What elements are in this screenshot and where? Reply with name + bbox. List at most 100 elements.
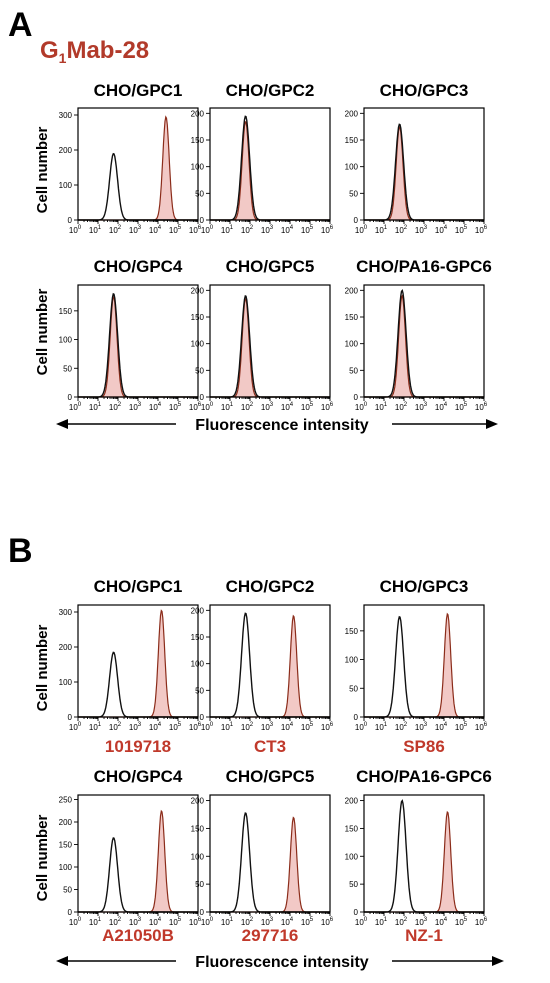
plot-title: CHO/GPC5 [226,257,315,276]
control-histogram [364,615,484,718]
x-tick-label: 100 [355,225,368,235]
x-tick-label: 103 [129,402,142,412]
y-tick-label: 200 [191,109,205,118]
sample-histogram [210,297,330,398]
y-tick-label: 50 [195,686,204,695]
y-tick-label: 50 [349,366,358,375]
plot-title: CHO/GPC5 [226,767,315,786]
x-tick-label: 102 [109,722,122,732]
histogram-a-6: CHO/PA16-GPC6 0 50 100 150 200 100 101 102 103 104… [345,257,492,412]
panel-a-antibody-title: G1Mab-28 [40,37,149,66]
histogram-b-5: CHO/GPC5 297716 0 50 100 150 200 100 101 102 103 10… [191,767,334,945]
x-tick-label: 102 [241,402,254,412]
y-tick-label: 150 [345,824,359,833]
antibody-suffix: Mab-28 [66,37,149,64]
y-tick-label: 50 [63,364,72,373]
y-tick-label: 150 [59,307,73,316]
x-tick-label: 106 [321,225,334,235]
y-tick-label: 100 [345,852,359,861]
x-tick-label: 100 [69,402,82,412]
y-tick-label: 0 [200,713,205,722]
y-tick-label: 150 [191,313,205,322]
x-tick-label: 103 [415,722,428,732]
y-tick-label: 100 [345,340,359,349]
sample-histogram [210,120,330,221]
x-tick-label: 105 [455,917,468,927]
y-tick-label: 50 [349,880,358,889]
x-tick-label: 104 [435,722,448,732]
plot-frame [77,284,199,398]
panel-b-row2-ylabel: Cell number [34,814,51,901]
plot-frame [209,604,331,718]
x-tick-label: 106 [321,917,334,927]
x-tick-label: 101 [89,722,102,732]
y-tick-label: 50 [349,189,358,198]
plot-frame [77,107,199,221]
control-histogram [210,812,330,913]
y-tick-label: 50 [195,189,204,198]
x-tick-label: 104 [281,402,294,412]
plot-title: CHO/GPC3 [380,577,469,596]
antibody-label: A21050B [102,926,174,945]
control-histogram [364,799,484,913]
x-tick-label: 106 [189,225,202,235]
histogram-b-4: CHO/GPC4 A21050B 0 50 100 150 200 250 100 101 102 1… [59,767,202,945]
x-tick-label: 102 [395,402,408,412]
x-tick-label: 100 [355,722,368,732]
plot-title: CHO/GPC1 [94,81,183,100]
y-tick-label: 200 [59,643,73,652]
sample-histogram [78,609,198,718]
y-tick-label: 100 [345,163,359,172]
x-tick-label: 106 [475,722,488,732]
plot-frame [363,284,485,398]
y-tick-label: 200 [191,797,205,806]
x-tick-label: 104 [149,722,162,732]
x-tick-label: 104 [281,225,294,235]
control-histogram [364,123,484,221]
y-tick-label: 100 [59,181,73,190]
panel-a-x-axis-label: Fluorescence intensity [195,417,368,434]
control-histogram [210,295,330,398]
plot-title: CHO/GPC4 [94,767,183,786]
y-tick-label: 0 [354,713,359,722]
y-tick-label: 0 [354,393,359,402]
antibody-label: SP86 [403,737,445,756]
y-tick-label: 200 [59,146,73,155]
y-tick-label: 100 [191,340,205,349]
left-arrow-head [56,956,68,966]
x-tick-label: 101 [221,722,234,732]
x-tick-label: 105 [301,402,314,412]
y-tick-label: 150 [191,824,205,833]
plot-frame [363,107,485,221]
plot-title: CHO/GPC2 [226,577,315,596]
x-tick-label: 102 [109,917,122,927]
x-tick-label: 103 [415,917,428,927]
x-tick-label: 104 [149,225,162,235]
plot-title: CHO/PA16-GPC6 [356,767,492,786]
y-tick-label: 0 [68,393,73,402]
y-tick-label: 100 [59,863,73,872]
sample-histogram [210,614,330,718]
x-tick-label: 105 [169,917,182,927]
sample-histogram [210,816,330,913]
left-arrow-head [56,419,68,429]
y-tick-label: 150 [345,313,359,322]
y-tick-label: 150 [191,633,205,642]
y-tick-label: 150 [345,627,359,636]
y-tick-label: 0 [68,908,73,917]
sample-histogram [364,612,484,718]
x-tick-label: 106 [189,917,202,927]
x-tick-label: 102 [395,225,408,235]
control-histogram [210,612,330,718]
histogram-b-3: CHO/GPC3 SP86 0 50 100 150 100 101 102 103 104 105 1… [345,577,488,756]
x-tick-label: 101 [89,402,102,412]
y-tick-label: 300 [59,111,73,120]
plot-frame [363,794,485,913]
x-tick-label: 100 [201,402,214,412]
y-tick-label: 200 [191,286,205,295]
y-tick-label: 0 [68,713,73,722]
plot-title: CHO/PA16-GPC6 [356,257,492,276]
x-tick-label: 100 [69,225,82,235]
